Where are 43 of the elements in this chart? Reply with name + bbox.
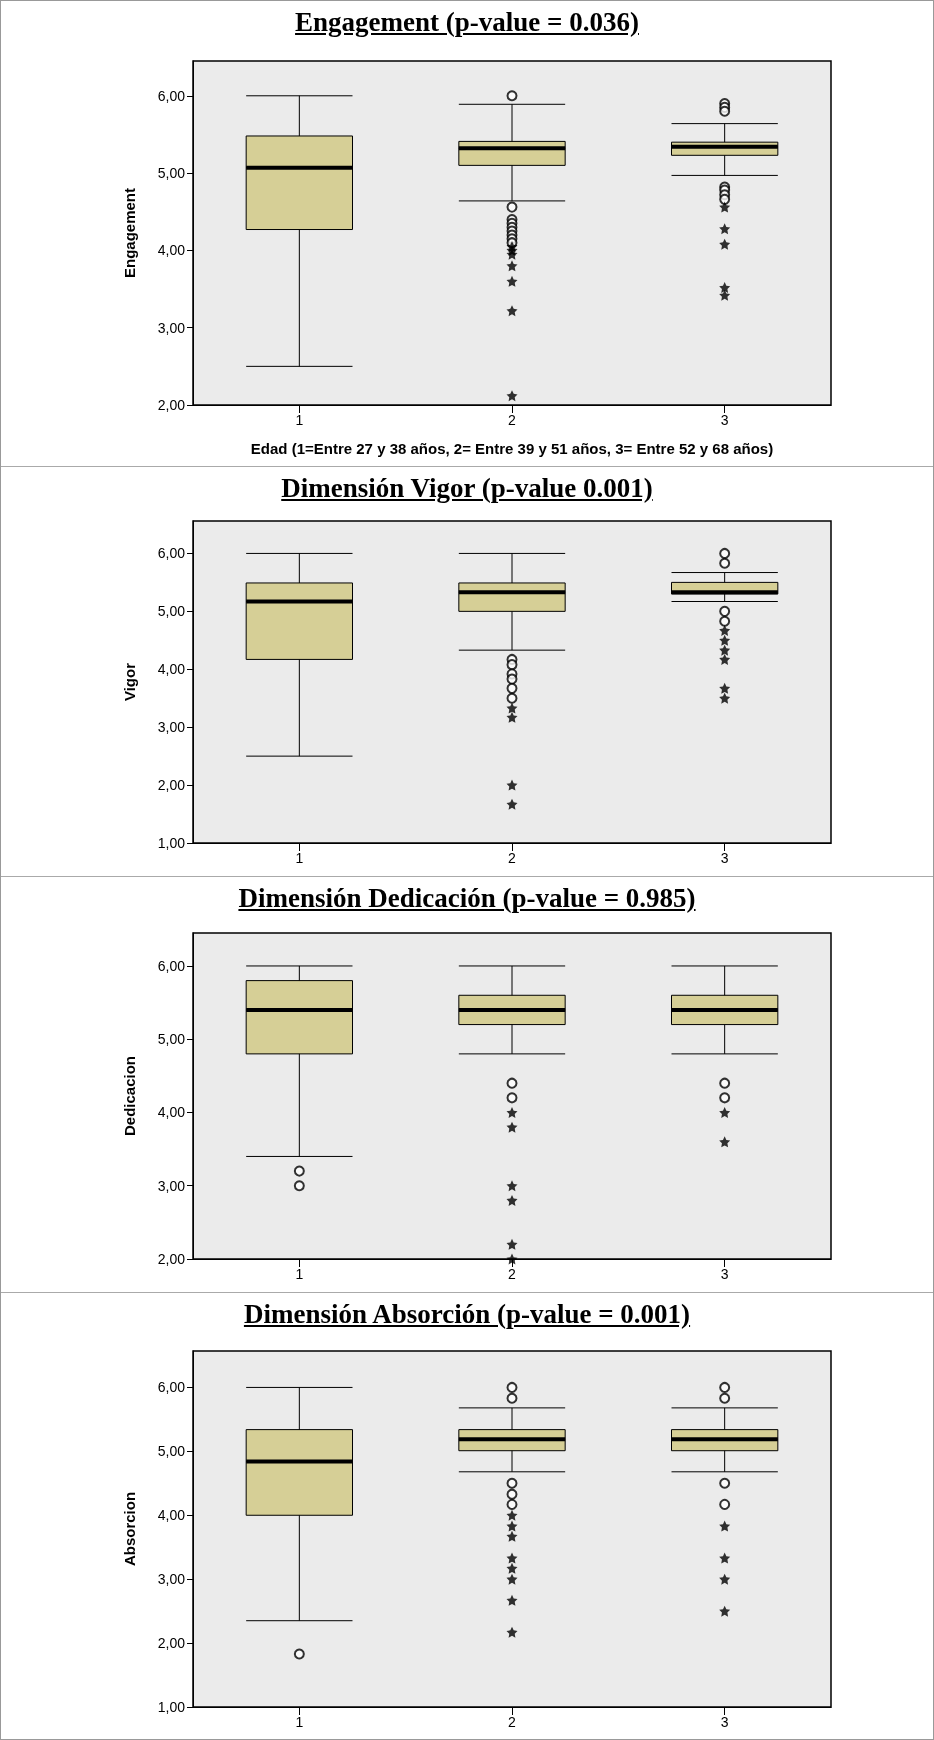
y-tick-label: 5,00	[157, 165, 186, 182]
y-tick-label: 4,00	[157, 242, 186, 259]
y-axis-title: Dedicacion	[121, 1055, 138, 1137]
y-tick-label: 6,00	[157, 957, 186, 974]
x-tick-label: 3	[720, 850, 729, 866]
chart-title: Dimensión Absorción (p-value = 0.001)	[242, 1299, 692, 1330]
y-tick-label: 2,00	[157, 777, 186, 794]
x-tick-label: 3	[720, 412, 729, 428]
y-axis-title: Engagement	[121, 187, 138, 279]
y-tick-label: 2,00	[157, 1635, 186, 1652]
x-tick-label: 3	[720, 1266, 729, 1282]
y-tick-label: 6,00	[157, 545, 186, 562]
x-tick-label: 1	[295, 1266, 304, 1282]
y-tick-label: 5,00	[157, 1031, 186, 1048]
x-tick-label: 2	[508, 1714, 517, 1730]
x-tick-label: 2	[508, 1266, 517, 1282]
x-tick-label: 1	[295, 1714, 304, 1730]
x-tick-label: 2	[508, 412, 517, 428]
chart-title: Dimensión Vigor (p-value 0.001)	[280, 473, 654, 504]
y-tick-label: 1,00	[157, 1699, 186, 1715]
y-tick-label: 2,00	[157, 1251, 186, 1267]
y-tick-label: 5,00	[157, 603, 186, 620]
y-tick-label: 4,00	[157, 1507, 186, 1524]
x-axis-title: Edad (1=Entre 27 y 38 años, 2= Entre 39 y 51 años, 3= Entre 52 y 68 años)	[250, 440, 774, 457]
chart-title: Engagement (p-value = 0.036)	[294, 7, 640, 38]
y-tick-label: 4,00	[157, 1104, 186, 1121]
y-tick-label: 4,00	[157, 661, 186, 678]
y-tick-label: 3,00	[157, 1177, 186, 1194]
y-tick-label: 3,00	[157, 319, 186, 336]
y-axis-title: Vigor	[121, 662, 138, 702]
x-tick-label: 1	[295, 850, 304, 866]
x-tick-label: 3	[720, 1714, 729, 1730]
x-tick-label: 1	[295, 412, 304, 428]
y-tick-label: 5,00	[157, 1443, 186, 1460]
y-tick-label: 6,00	[157, 87, 186, 104]
y-tick-label: 1,00	[157, 835, 186, 851]
y-tick-label: 3,00	[157, 719, 186, 736]
chart-title: Dimensión Dedicación (p-value = 0.985)	[237, 883, 697, 914]
y-tick-label: 2,00	[157, 397, 186, 413]
y-tick-label: 3,00	[157, 1571, 186, 1588]
x-tick-label: 2	[508, 850, 517, 866]
y-tick-label: 6,00	[157, 1379, 186, 1396]
y-axis-title: Absorcion	[121, 1491, 138, 1567]
